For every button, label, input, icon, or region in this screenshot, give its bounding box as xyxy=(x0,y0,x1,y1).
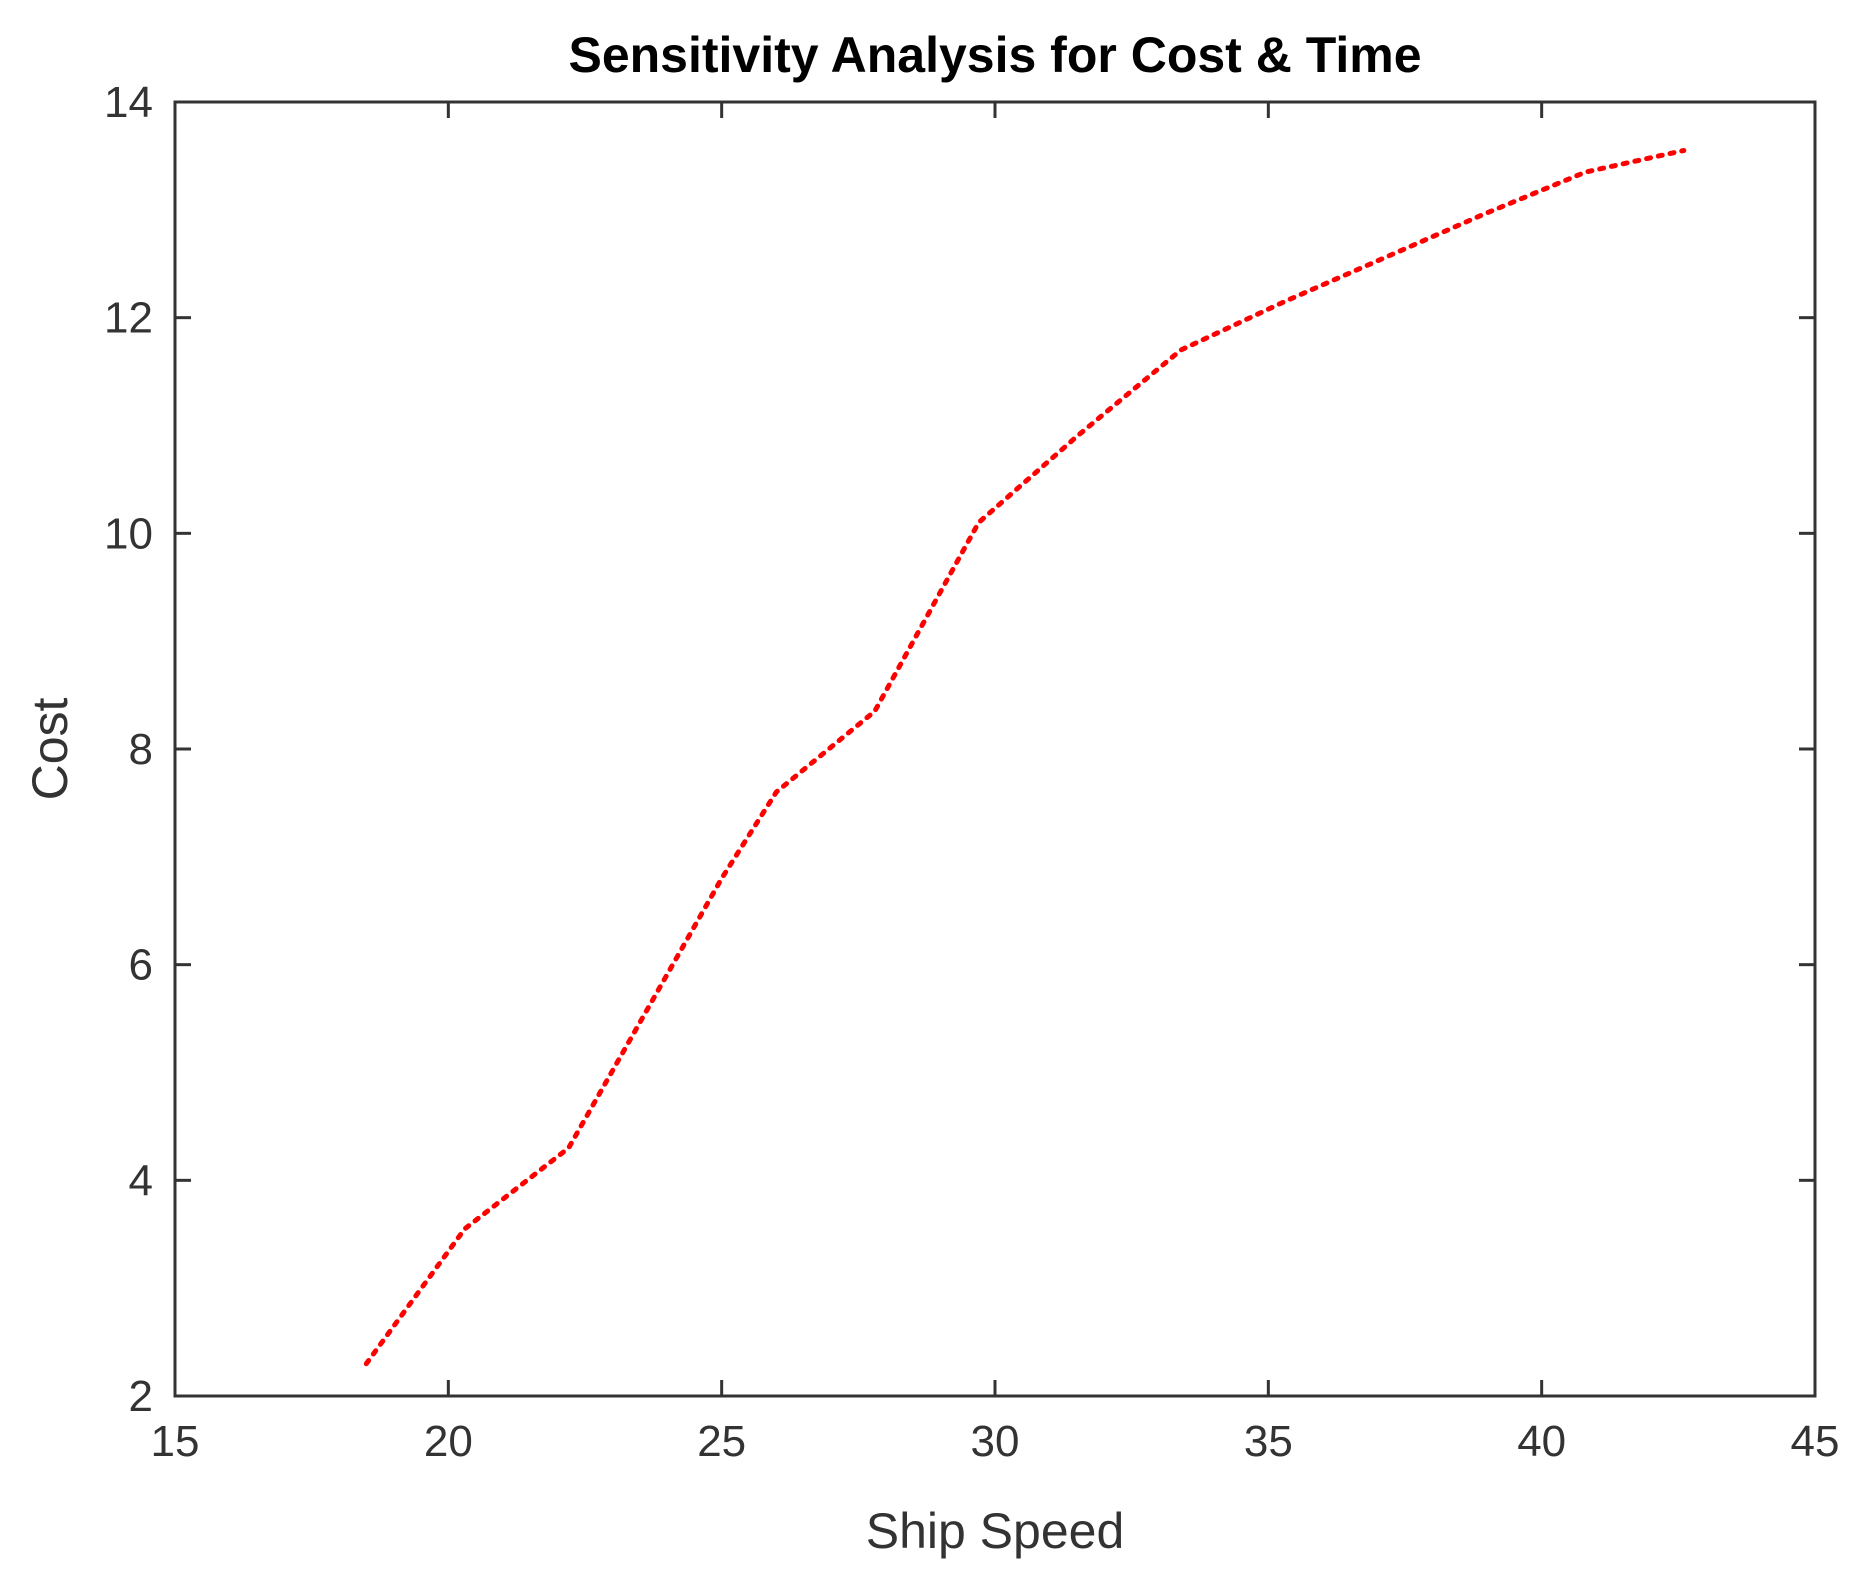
y-tick-label: 8 xyxy=(129,725,153,774)
y-tick-label: 12 xyxy=(104,294,153,343)
x-tick-label: 35 xyxy=(1244,1417,1293,1466)
x-tick-label: 45 xyxy=(1791,1417,1840,1466)
y-tick-label: 2 xyxy=(129,1372,153,1421)
y-tick-label: 14 xyxy=(104,78,153,127)
y-tick-label: 6 xyxy=(129,941,153,990)
axes-box xyxy=(173,100,1817,1398)
x-tick-label: 30 xyxy=(971,1417,1020,1466)
series-line xyxy=(363,148,1687,1367)
y-tick-label: 4 xyxy=(129,1156,153,1205)
x-tick-label: 20 xyxy=(424,1417,473,1466)
chart-title: Sensitivity Analysis for Cost & Time xyxy=(568,27,1421,83)
y-tick-label: 10 xyxy=(104,509,153,558)
y-axis-label: Cost xyxy=(22,697,78,800)
x-tick-label: 40 xyxy=(1517,1417,1566,1466)
plot-area: 15 20 25 30 35 40 45 2 4 6 8 10 12 14 xyxy=(104,78,1839,1466)
x-tick-label: 25 xyxy=(697,1417,746,1466)
x-axis-label: Ship Speed xyxy=(866,1503,1125,1559)
x-tick-label: 15 xyxy=(151,1417,200,1466)
